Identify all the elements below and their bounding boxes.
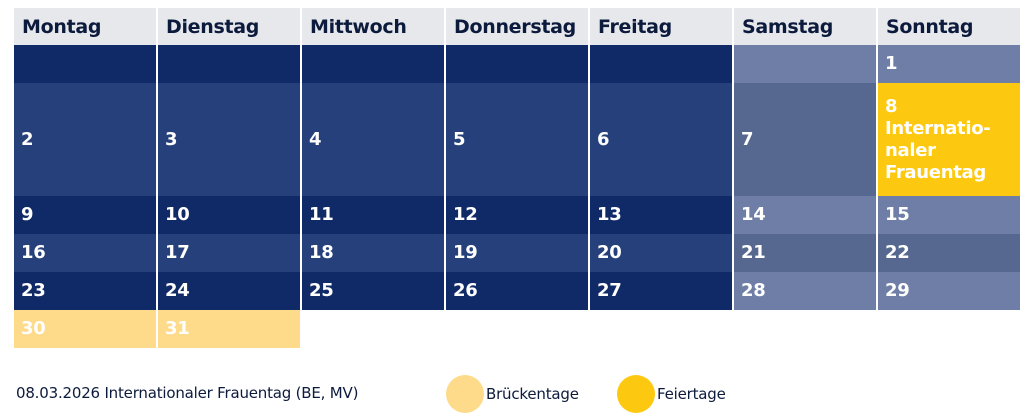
day-number: 8 bbox=[885, 95, 898, 117]
bridge-day-swatch-icon bbox=[446, 375, 484, 413]
day-cell-7: 7 bbox=[734, 83, 876, 196]
day-cell-22: 22 bbox=[878, 234, 1020, 272]
weekday-header-sunday: Sonntag bbox=[878, 8, 1020, 45]
day-cell-19: 19 bbox=[446, 234, 588, 272]
empty-day-cell bbox=[878, 310, 1020, 348]
weekday-header-thursday: Donnerstag bbox=[446, 8, 588, 45]
day-cell-18: 18 bbox=[302, 234, 444, 272]
day-cell-25: 25 bbox=[302, 272, 444, 310]
weekday-header-tuesday: Dienstag bbox=[158, 8, 300, 45]
holiday-label: Internatio- naler Frauentag bbox=[885, 117, 991, 183]
day-cell-10: 10 bbox=[158, 196, 300, 234]
day-cell-21: 21 bbox=[734, 234, 876, 272]
day-cell-4: 4 bbox=[302, 83, 444, 196]
day-cell-20: 20 bbox=[590, 234, 732, 272]
day-cell-13: 13 bbox=[590, 196, 732, 234]
weekday-header-monday: Montag bbox=[14, 8, 156, 45]
day-cell-17: 17 bbox=[158, 234, 300, 272]
empty-day-cell bbox=[302, 310, 444, 348]
day-cell-9: 9 bbox=[14, 196, 156, 234]
day-cell-8-holiday: 8 Internatio- naler Frauentag bbox=[878, 83, 1020, 196]
empty-day-cell bbox=[590, 310, 732, 348]
empty-day-cell bbox=[14, 45, 156, 83]
day-cell-28: 28 bbox=[734, 272, 876, 310]
day-cell-31-bridge: 31 bbox=[158, 310, 300, 348]
weekday-header-friday: Freitag bbox=[590, 8, 732, 45]
holiday-swatch-icon bbox=[617, 375, 655, 413]
calendar-grid: Montag Dienstag Mittwoch Donnerstag Frei… bbox=[14, 8, 1020, 348]
empty-day-cell bbox=[446, 310, 588, 348]
day-cell-3: 3 bbox=[158, 83, 300, 196]
weekday-header-wednesday: Mittwoch bbox=[302, 8, 444, 45]
empty-day-cell bbox=[302, 45, 444, 83]
day-cell-16: 16 bbox=[14, 234, 156, 272]
empty-day-cell bbox=[734, 310, 876, 348]
day-cell-24: 24 bbox=[158, 272, 300, 310]
day-cell-29: 29 bbox=[878, 272, 1020, 310]
day-cell-2: 2 bbox=[14, 83, 156, 196]
legend-holiday-label: Feiertage bbox=[657, 385, 726, 403]
day-cell-14: 14 bbox=[734, 196, 876, 234]
empty-day-cell bbox=[590, 45, 732, 83]
day-cell-5: 5 bbox=[446, 83, 588, 196]
holiday-note: 08.03.2026 Internationaler Frauentag (BE… bbox=[16, 384, 359, 402]
day-cell-12: 12 bbox=[446, 196, 588, 234]
weekday-header-saturday: Samstag bbox=[734, 8, 876, 45]
legend-bridge-days: Brückentage bbox=[446, 375, 579, 413]
day-cell-27: 27 bbox=[590, 272, 732, 310]
day-cell-23: 23 bbox=[14, 272, 156, 310]
empty-day-cell bbox=[446, 45, 588, 83]
empty-day-cell bbox=[158, 45, 300, 83]
legend-bridge-label: Brückentage bbox=[486, 385, 579, 403]
day-cell-15: 15 bbox=[878, 196, 1020, 234]
day-cell-6: 6 bbox=[590, 83, 732, 196]
empty-day-cell bbox=[734, 45, 876, 83]
day-cell-1: 1 bbox=[878, 45, 1020, 83]
legend-holidays: Feiertage bbox=[617, 375, 726, 413]
day-cell-26: 26 bbox=[446, 272, 588, 310]
day-cell-11: 11 bbox=[302, 196, 444, 234]
day-cell-30-bridge: 30 bbox=[14, 310, 156, 348]
